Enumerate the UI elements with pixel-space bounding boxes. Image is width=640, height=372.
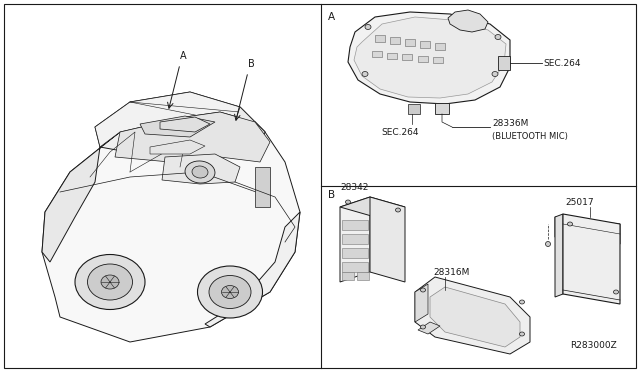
Text: A: A: [328, 12, 335, 22]
Bar: [405, 39, 415, 46]
Polygon shape: [555, 217, 620, 244]
Polygon shape: [95, 92, 265, 157]
Ellipse shape: [520, 300, 525, 304]
Polygon shape: [415, 277, 530, 354]
Ellipse shape: [185, 161, 215, 183]
Text: B: B: [328, 190, 335, 200]
Polygon shape: [448, 10, 488, 32]
Text: SEC.264: SEC.264: [543, 58, 580, 67]
Ellipse shape: [520, 332, 525, 336]
Text: SEC.264: SEC.264: [381, 128, 419, 137]
Ellipse shape: [209, 276, 251, 308]
Bar: [402, 54, 412, 60]
Ellipse shape: [346, 200, 351, 204]
Ellipse shape: [568, 222, 573, 226]
Polygon shape: [563, 214, 620, 304]
Ellipse shape: [614, 290, 618, 294]
Polygon shape: [42, 112, 300, 342]
Ellipse shape: [101, 275, 119, 289]
Bar: [435, 43, 445, 50]
Polygon shape: [230, 107, 265, 152]
Text: 28342: 28342: [340, 183, 369, 192]
Bar: [408, 104, 420, 114]
Polygon shape: [205, 212, 300, 327]
Polygon shape: [140, 116, 215, 137]
Text: A: A: [180, 51, 186, 61]
Ellipse shape: [198, 266, 262, 318]
Polygon shape: [430, 287, 520, 347]
Text: B: B: [248, 59, 254, 69]
Bar: [342, 272, 354, 280]
Ellipse shape: [420, 325, 426, 329]
Bar: [342, 262, 368, 272]
Polygon shape: [162, 154, 240, 184]
Ellipse shape: [545, 241, 550, 247]
Polygon shape: [370, 197, 405, 282]
Bar: [418, 55, 428, 61]
Ellipse shape: [365, 25, 371, 29]
Polygon shape: [160, 117, 210, 132]
Ellipse shape: [396, 208, 401, 212]
Ellipse shape: [75, 254, 145, 310]
Polygon shape: [415, 284, 428, 322]
Ellipse shape: [420, 288, 426, 292]
Bar: [390, 37, 400, 44]
Bar: [420, 41, 430, 48]
Bar: [433, 57, 443, 63]
Text: (BLUETOOTH MIC): (BLUETOOTH MIC): [492, 132, 568, 141]
Bar: [342, 248, 368, 258]
Text: 25017: 25017: [566, 198, 595, 207]
Bar: [375, 35, 385, 42]
Polygon shape: [555, 214, 563, 297]
Ellipse shape: [221, 285, 239, 298]
Polygon shape: [340, 197, 370, 282]
Polygon shape: [115, 112, 270, 162]
Polygon shape: [348, 12, 510, 104]
Polygon shape: [418, 322, 440, 334]
Bar: [387, 52, 397, 58]
Bar: [342, 234, 368, 244]
Polygon shape: [354, 17, 506, 98]
Bar: [255, 167, 270, 207]
Ellipse shape: [362, 71, 368, 77]
Bar: [498, 56, 510, 70]
Text: R283000Z: R283000Z: [570, 341, 617, 350]
Bar: [357, 272, 369, 280]
Ellipse shape: [495, 35, 501, 39]
Ellipse shape: [88, 264, 132, 300]
Bar: [342, 220, 368, 230]
Bar: [435, 103, 449, 114]
Polygon shape: [340, 197, 405, 217]
Polygon shape: [95, 92, 265, 147]
Polygon shape: [150, 140, 205, 154]
Text: 28336M: 28336M: [492, 119, 529, 128]
Ellipse shape: [192, 166, 208, 178]
Ellipse shape: [492, 71, 498, 77]
Text: 28316M: 28316M: [433, 268, 469, 277]
Bar: [372, 51, 382, 57]
Polygon shape: [42, 132, 120, 262]
